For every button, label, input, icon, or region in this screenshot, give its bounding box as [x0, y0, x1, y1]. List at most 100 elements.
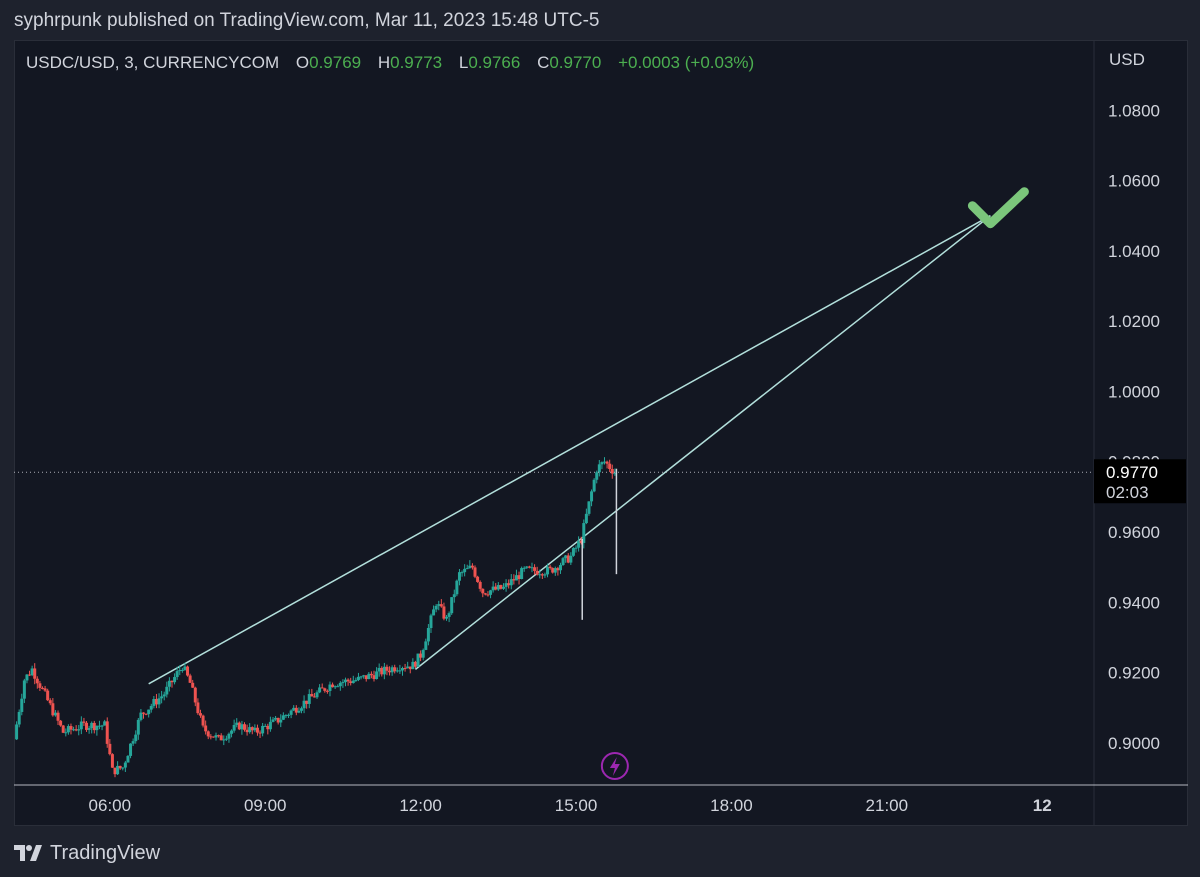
price-tick-label: 1.0800: [1108, 101, 1160, 120]
candle-body: [292, 707, 296, 711]
candle-body: [584, 513, 588, 524]
candle-body: [250, 727, 254, 731]
last-price-value: 0.9770: [1106, 463, 1158, 482]
candle-body: [463, 568, 467, 573]
candle-body: [144, 713, 148, 715]
candle-body: [509, 579, 513, 586]
footer-brand[interactable]: TradingView: [14, 838, 160, 868]
candle-body: [30, 668, 34, 676]
candle-body: [551, 568, 555, 573]
candle-body: [553, 568, 557, 573]
candle-body: [305, 700, 309, 704]
close-label: C: [537, 53, 550, 72]
candle-body: [408, 666, 412, 670]
candle-body: [131, 741, 135, 744]
candle-body: [362, 675, 366, 677]
candle-body: [152, 699, 156, 706]
candle-body: [147, 709, 151, 715]
candle-body: [605, 461, 609, 464]
candle-body: [284, 715, 288, 717]
candle-body: [564, 555, 568, 559]
candle-body: [406, 666, 410, 669]
candle-body: [369, 673, 373, 676]
candle-body: [416, 653, 420, 667]
countdown-value: 02:03: [1106, 483, 1149, 502]
candle-body: [15, 724, 19, 740]
candle-body: [434, 605, 438, 610]
candle-body: [274, 717, 278, 720]
candle-body: [439, 604, 443, 607]
candle-body: [452, 594, 456, 598]
candle-body: [191, 682, 195, 688]
candle-body: [457, 572, 461, 581]
candle-body: [411, 661, 415, 670]
candle-body: [258, 732, 262, 734]
candle-body: [20, 698, 24, 712]
candle-body: [276, 717, 280, 723]
candle-body: [77, 729, 81, 731]
open-label: O: [295, 53, 310, 72]
price-tick-label: 0.9200: [1108, 664, 1160, 683]
candle-body: [160, 696, 164, 699]
candle-body: [217, 735, 221, 737]
candle-body: [432, 609, 436, 616]
candle-body: [95, 725, 99, 731]
candle-body: [592, 479, 596, 492]
candle-body: [478, 581, 482, 589]
candle-body: [287, 714, 291, 716]
candle-body: [569, 555, 573, 563]
candle-body: [507, 583, 511, 586]
trendline[interactable]: [148, 215, 991, 685]
lightning-icon[interactable]: [600, 752, 629, 780]
currency-label[interactable]: USD: [1109, 50, 1145, 69]
candle-body: [266, 725, 270, 730]
candle-body: [222, 739, 226, 741]
candle-body: [149, 705, 153, 710]
candle-body: [51, 703, 55, 716]
candle-body: [346, 679, 350, 682]
time-tick-label: 18:00: [710, 796, 753, 815]
candle-body: [227, 733, 231, 739]
candle-body: [533, 567, 537, 571]
candle-body: [491, 586, 495, 591]
candle-body: [100, 725, 104, 727]
candle-body: [354, 679, 358, 681]
candle-body: [87, 728, 91, 730]
candle-body: [517, 575, 521, 580]
candle-body: [22, 680, 26, 699]
candle-body: [574, 547, 578, 549]
last-price-box: [1094, 459, 1186, 504]
candle-body: [613, 473, 617, 475]
symbol-legend: USDC/USD, 3, CURRENCYCOM O0.9769 H0.9773…: [26, 53, 754, 73]
trendline[interactable]: [414, 215, 991, 670]
candle-body: [40, 687, 44, 689]
symbol-info[interactable]: USDC/USD, 3, CURRENCYCOM: [26, 53, 280, 72]
candle-body: [162, 694, 166, 697]
candle-body: [90, 722, 94, 729]
candle-body: [263, 725, 267, 727]
price-chart[interactable]: 0.90000.92000.94000.96000.98001.00001.02…: [14, 40, 1188, 826]
candle-body: [243, 724, 247, 730]
candle-body: [465, 568, 469, 570]
time-tick-label: 15:00: [555, 796, 598, 815]
candle-body: [209, 736, 213, 738]
low-label: L: [458, 53, 469, 72]
time-tick-label: 06:00: [89, 796, 132, 815]
candle-body: [595, 472, 599, 480]
candle-body: [253, 727, 257, 731]
candle-body: [198, 713, 202, 716]
candle-body: [336, 686, 340, 688]
candle-body: [82, 721, 86, 723]
candle-body: [38, 683, 42, 688]
candle-body: [193, 687, 197, 703]
candle-body: [28, 674, 32, 676]
candle-body: [211, 736, 215, 738]
checkmark-icon[interactable]: [967, 187, 1029, 229]
candle-body: [113, 767, 117, 775]
lightning-bolt: [609, 757, 620, 776]
candle-body: [610, 469, 614, 474]
candle-body: [388, 670, 392, 673]
candle-body: [178, 670, 182, 672]
candle-body: [341, 682, 345, 684]
